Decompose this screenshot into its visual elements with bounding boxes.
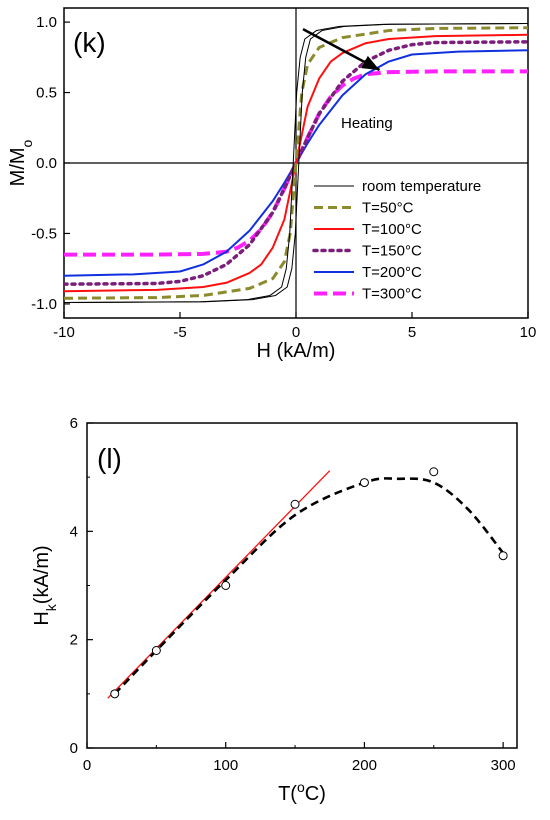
x-tick-label: 10	[520, 324, 537, 341]
legend-label-0: room temperature	[362, 178, 481, 195]
series-line-0	[64, 23, 526, 303]
chart-panel-l: 0 100 200 300 0 2 4 6 T(oC) Hk(kA/m) (l)	[31, 415, 518, 805]
x-axis-title: T(oC)	[278, 779, 326, 805]
data-point	[429, 467, 439, 477]
x-tick-label: 0	[83, 757, 91, 774]
y-tick-label: 2	[70, 632, 78, 649]
y-tick-label: 6	[70, 415, 78, 432]
heating-arrow-head	[361, 55, 380, 70]
series-line-2	[64, 33, 528, 293]
series-line-0	[66, 23, 528, 303]
x-tick-label: -5	[173, 324, 186, 341]
data-point	[359, 478, 369, 488]
series-lines	[64, 23, 528, 303]
y-axis-title-subscript: k	[43, 603, 59, 611]
data-point	[151, 646, 161, 655]
chart-panel-k: -10 -5 0 5 10 -1.0 -0.5 0.0 0.5 1.0 H (kA/m) M/Mo (k…	[7, 7, 537, 362]
plot-area	[107, 470, 505, 699]
y-axis-title-main: H	[31, 611, 53, 625]
data-point	[110, 689, 120, 699]
y-tick-label: 0.0	[36, 155, 57, 172]
plot-frame	[86, 422, 518, 749]
y-tick-label: 0.5	[36, 85, 57, 102]
y-tick-label: 1.0	[36, 14, 57, 31]
x-tick-label: 200	[352, 757, 377, 774]
y-axis-title-main: M/M	[7, 147, 29, 186]
y-axis-title: Hk(kA/m)	[31, 545, 59, 625]
x-tick-label: 300	[491, 757, 516, 774]
data-point	[498, 551, 508, 561]
x-tick-label: 0	[292, 324, 300, 341]
legend-label-4: T=200°C	[362, 264, 422, 281]
legend-label-2: T=100°C	[362, 221, 422, 238]
legend-label-1: T=50°C	[362, 200, 414, 217]
y-tick-label: 4	[70, 523, 78, 540]
trend-curve	[113, 477, 505, 695]
legend-label-3: T=150°C	[362, 243, 422, 260]
y-tick-label: -1.0	[31, 296, 57, 313]
x-axis-title-superscript: o	[297, 779, 305, 795]
y-axis-title-rest: (kA/m)	[31, 545, 53, 604]
y-tick-label: 0	[70, 740, 78, 757]
panel-label: (k)	[73, 27, 106, 58]
data-point	[221, 581, 231, 590]
y-axis-title-subscript: o	[19, 139, 35, 147]
x-tick-label: -10	[53, 324, 75, 341]
x-axis-title-rest: C)	[305, 783, 326, 805]
heating-annotation: Heating	[341, 115, 393, 132]
y-tick-label: -0.5	[31, 225, 57, 242]
linear-fit-line	[107, 470, 331, 699]
x-tick-label: 5	[408, 324, 416, 341]
data-point	[290, 499, 300, 509]
series-line-1	[64, 26, 528, 300]
x-axis-title-main: T(	[278, 783, 297, 805]
x-axis-title: H (kA/m)	[257, 340, 336, 362]
x-tick-label: 100	[213, 757, 238, 774]
legend: room temperature T=50°C T=100°C T=150°C T=20…	[312, 178, 481, 303]
panel-label: (l)	[97, 443, 122, 474]
y-axis-title: M/Mo	[7, 139, 35, 186]
legend-label-5: T=300°C	[362, 286, 422, 303]
